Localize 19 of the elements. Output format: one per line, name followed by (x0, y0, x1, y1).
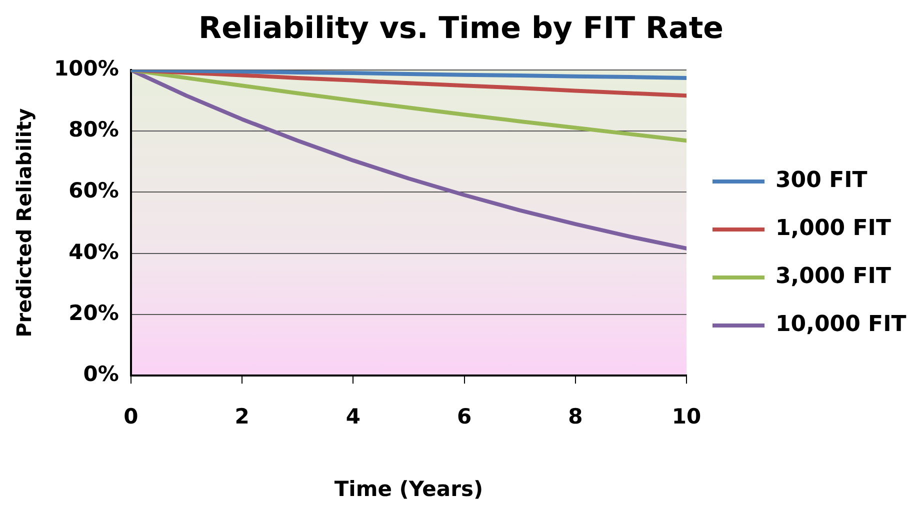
legend-label: 300 FIT (776, 168, 868, 194)
legend-label: 1,000 FIT (776, 216, 891, 242)
legend-label: 10,000 FIT (776, 312, 906, 338)
y-axis-title: Predicted Reliability (12, 108, 36, 338)
x-tick-label: 0 (124, 404, 138, 429)
x-tick-label: 8 (568, 404, 583, 429)
y-tick-label: 80% (68, 118, 119, 142)
y-tick-label: 100% (54, 56, 119, 80)
x-axis-title: Time (Years) (334, 476, 484, 501)
x-tick-label: 10 (672, 404, 702, 429)
y-tick-label: 20% (68, 300, 119, 325)
x-tick-label: 4 (346, 404, 360, 429)
y-tick-label: 40% (68, 240, 119, 264)
y-tick-label: 60% (68, 178, 119, 203)
legend-label: 3,000 FIT (776, 264, 891, 290)
x-tick-label: 6 (456, 404, 472, 429)
x-tick-label: 2 (234, 404, 250, 429)
y-tick-label: 0% (83, 362, 119, 386)
chart-title: Reliability vs. Time by FIT Rate (198, 10, 724, 46)
